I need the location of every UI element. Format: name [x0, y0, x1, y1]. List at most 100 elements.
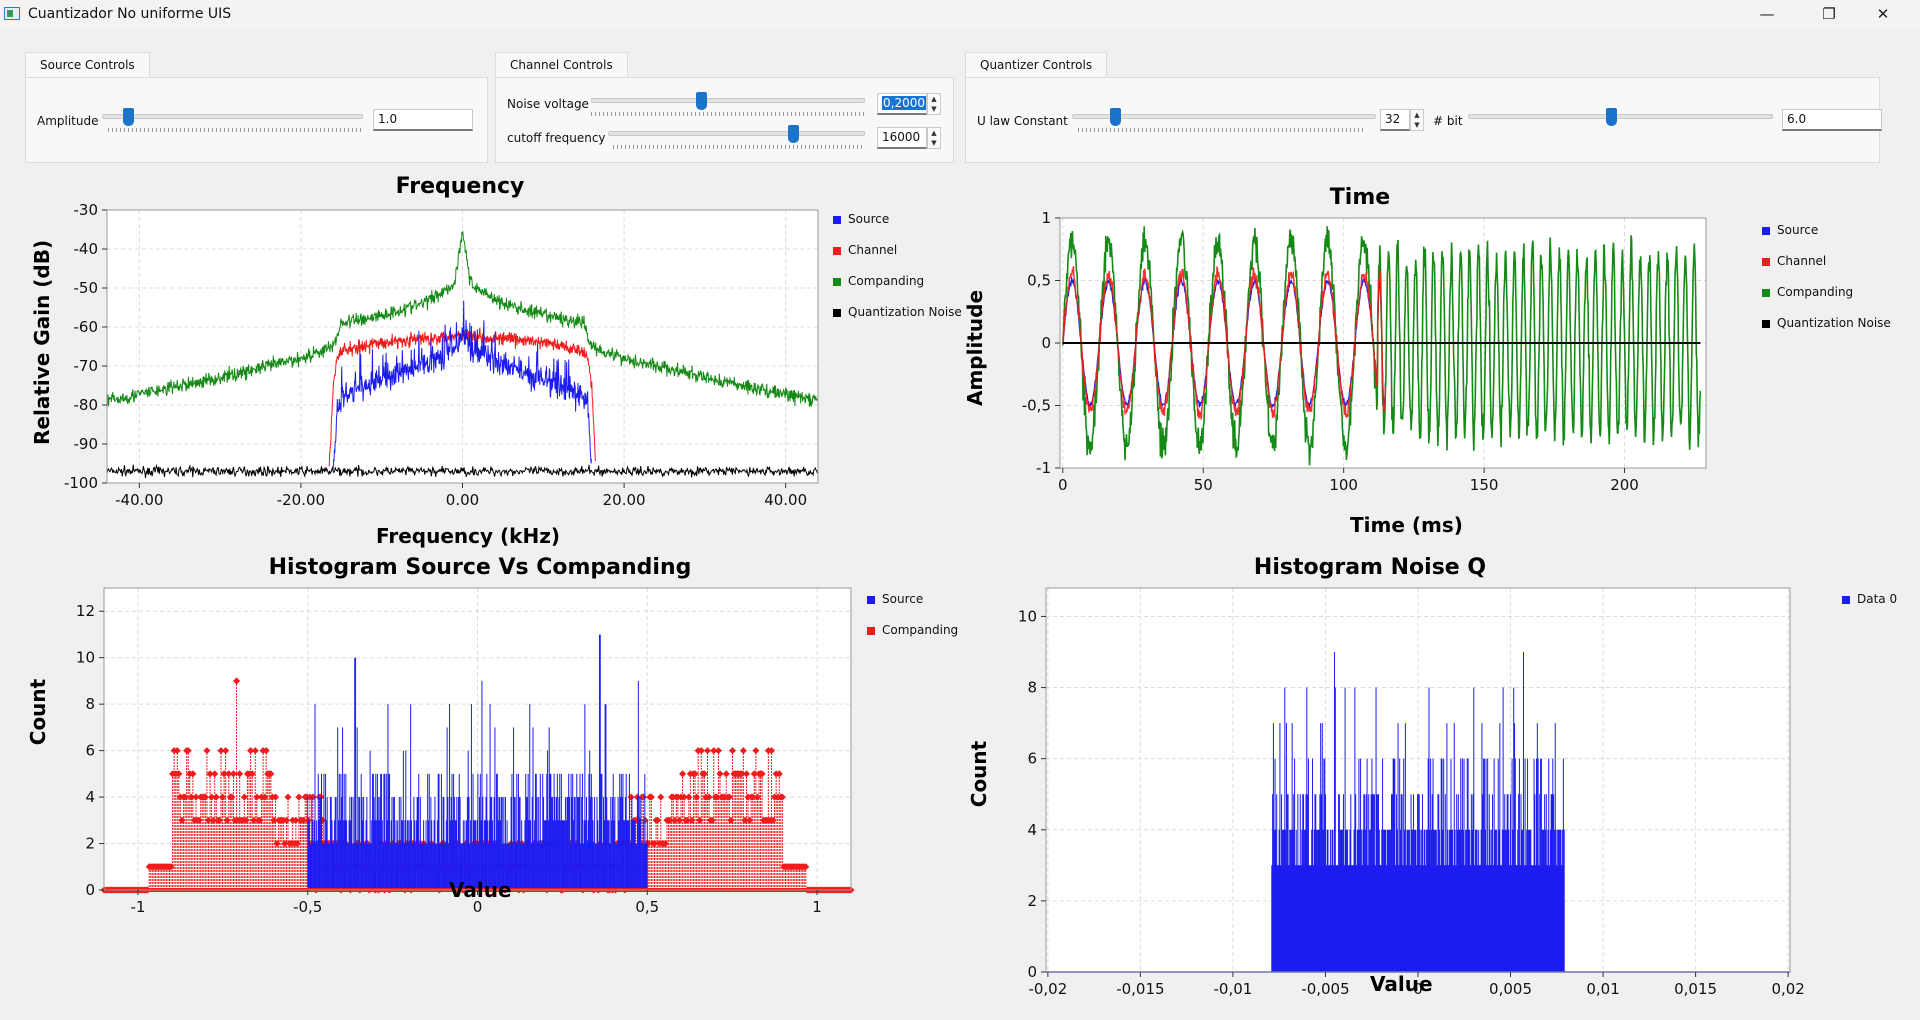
y-tick-label: 0 [1041, 334, 1051, 352]
y-tick-label: 2 [1027, 892, 1037, 910]
tab-source-controls[interactable]: Source Controls [25, 52, 150, 78]
frequency-plot-svg: -40.00 -20.00 0.00 20.00 40.00 -30 -40 -50 -60 -7… [64, 201, 819, 509]
hist-marker [647, 793, 655, 801]
x-tick-label: 100 [1329, 476, 1358, 494]
legend-label: Companding [848, 274, 925, 288]
y-tick-label: 6 [85, 742, 95, 760]
y-tick-label: 8 [1027, 679, 1037, 697]
cutoff-frequency-slider-handle[interactable] [788, 125, 800, 143]
x-tick-label: 200 [1610, 476, 1639, 494]
ulaw-constant-value: 32 [1385, 112, 1401, 126]
x-tick-label: 0 [1058, 476, 1068, 494]
legend-label: Channel [848, 243, 898, 257]
legend-swatch [833, 216, 841, 224]
legend-label: Data 0 [1857, 592, 1898, 606]
y-tick-label: 12 [76, 602, 95, 620]
noise-voltage-slider[interactable] [591, 98, 865, 103]
y-tick-label: 8 [85, 695, 95, 713]
hist-marker [295, 793, 303, 801]
y-tick-label: -90 [74, 435, 99, 453]
legend-swatch [867, 627, 875, 635]
series-line-companding [106, 231, 819, 407]
hist-marker [317, 793, 325, 801]
frequency-x-axis-label: Frequency (kHz) [376, 524, 560, 548]
x-tick-label: -20.00 [277, 491, 325, 509]
bits-input[interactable]: 6.0 [1782, 109, 1882, 131]
restore-button[interactable]: ❐ [1822, 5, 1836, 23]
x-tick-label: 0,02 [1771, 980, 1804, 998]
source-controls-panel: Amplitude 1.0 [25, 77, 488, 163]
x-tick-label: 1 [812, 898, 822, 916]
bits-slider[interactable] [1468, 114, 1773, 119]
amplitude-slider[interactable] [102, 114, 363, 119]
minimize-button[interactable]: — [1759, 5, 1775, 23]
legend-swatch [833, 278, 841, 286]
close-button[interactable]: ✕ [1876, 5, 1890, 23]
x-tick-label: 0.00 [446, 491, 479, 509]
amplitude-input[interactable]: 1.0 [373, 109, 473, 131]
time-x-axis-label: Time (ms) [1350, 513, 1463, 537]
hist-marker [192, 793, 200, 801]
legend-label: Quantization Noise [848, 305, 962, 319]
noise-voltage-value: 0,2000 [882, 96, 926, 110]
bits-slider-handle[interactable] [1606, 108, 1618, 126]
y-tick-label: 4 [85, 788, 95, 806]
histogram-source-companding-chart: Histogram Source Vs Companding -1 -0,5 0 0,… [0, 548, 960, 918]
noise-voltage-slider-handle[interactable] [695, 92, 707, 110]
window-title: Cuantizador No uniforme UIS [28, 6, 232, 22]
x-tick-label: -0,015 [1116, 980, 1164, 998]
noise-voltage-spin-arrows[interactable]: ▲ ▼ [927, 93, 941, 115]
histogram-source-companding-title: Histogram Source Vs Companding [268, 555, 692, 580]
y-tick-label: 4 [1027, 821, 1037, 839]
histogram-noise-y-axis-label: Count [967, 740, 991, 808]
cutoff-frequency-spinbox[interactable]: 16000 [877, 127, 927, 149]
legend-label: Companding [882, 623, 959, 637]
legend-swatch [1762, 227, 1770, 235]
ulaw-constant-spinbox[interactable]: 32 [1380, 109, 1410, 131]
legend-swatch [1762, 320, 1770, 328]
y-tick-label: -80 [74, 396, 99, 414]
y-tick-label: -30 [74, 201, 99, 219]
histogram-noise-svg: -0,02 -0,015 -0,01 -0,005 0 0,005 0,01 0,015 0,0… [1018, 587, 1805, 998]
time-y-axis-label: Amplitude [963, 289, 987, 407]
time-chart-title: Time [1329, 185, 1391, 210]
cutoff-frequency-label: cutoff frequency [507, 131, 606, 145]
x-tick-label: 0,01 [1586, 980, 1619, 998]
legend-label: Companding [1777, 285, 1854, 299]
ulaw-constant-spin-arrows[interactable]: ▲ ▼ [1410, 109, 1424, 131]
hist-marker [657, 793, 665, 801]
hist-marker [640, 793, 648, 801]
time-plot-svg: 0 50 100 150 200 1 0,5 0 -0,5 -1 [1022, 209, 1707, 494]
y-tick-label: 0,5 [1027, 272, 1051, 290]
y-tick-label: -60 [74, 318, 99, 336]
bits-label: # bit [1433, 114, 1463, 128]
y-tick-label: 10 [1018, 607, 1037, 625]
cutoff-frequency-slider-ticks [613, 145, 865, 149]
ulaw-constant-slider[interactable] [1072, 114, 1376, 119]
x-tick-label: 150 [1470, 476, 1499, 494]
hist-marker [272, 793, 280, 801]
cutoff-frequency-spin-arrows[interactable]: ▲ ▼ [927, 127, 941, 149]
tab-channel-controls[interactable]: Channel Controls [495, 52, 628, 78]
amplitude-slider-handle[interactable] [123, 108, 135, 126]
hist-marker [284, 793, 292, 801]
amplitude-label: Amplitude [37, 114, 99, 128]
legend-swatch [833, 247, 841, 255]
x-tick-label: 0 [1413, 980, 1423, 998]
tab-quantizer-controls[interactable]: Quantizer Controls [965, 52, 1108, 78]
legend-swatch [833, 309, 841, 317]
ulaw-constant-slider-handle[interactable] [1109, 108, 1121, 126]
x-tick-label: 0 [473, 898, 483, 916]
hist-marker [233, 677, 241, 685]
frequency-y-axis-label: Relative Gain (dB) [30, 239, 54, 445]
y-tick-label: 0 [1027, 963, 1037, 981]
cutoff-frequency-slider[interactable] [608, 131, 865, 136]
noise-voltage-spinbox[interactable]: 0,2000 [877, 93, 927, 115]
amplitude-input-value: 1.0 [378, 112, 398, 126]
time-chart: Time 0 50 100 150 200 1 0,5 0 -0,5 -1 Time (ms) A… [960, 172, 1920, 542]
legend-swatch [1842, 596, 1850, 604]
hist-marker [802, 863, 810, 871]
x-tick-label: 40.00 [764, 491, 807, 509]
x-tick-label: -0,5 [293, 898, 322, 916]
